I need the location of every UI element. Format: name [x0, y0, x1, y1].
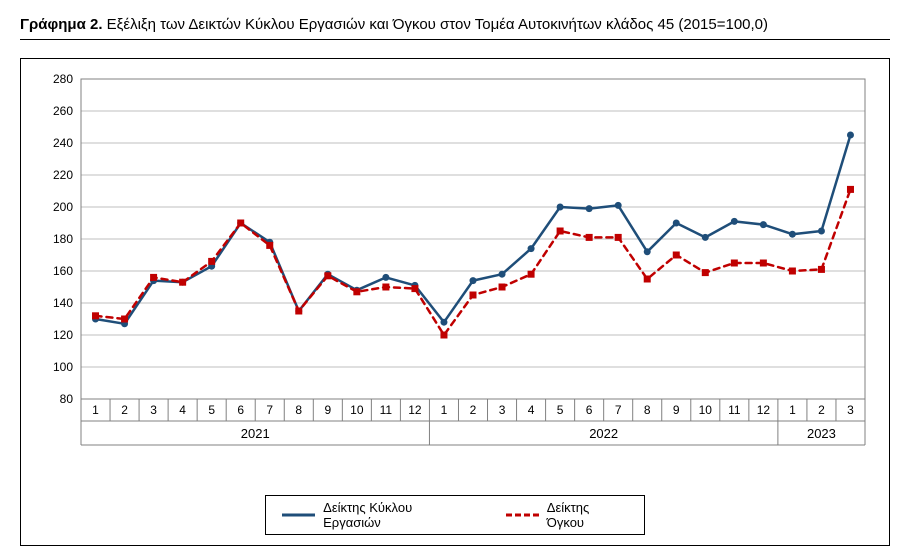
svg-text:2023: 2023 [807, 426, 836, 441]
svg-text:10: 10 [699, 403, 713, 417]
svg-text:100: 100 [53, 360, 73, 374]
chart-title-bold: Γράφημα 2. [20, 16, 103, 33]
line-chart: 8010012014016018020022024026028012345678… [33, 69, 877, 489]
chart-title: Γράφημα 2. Εξέλιξη των Δεικτών Κύκλου Ερ… [20, 16, 890, 40]
svg-text:120: 120 [53, 328, 73, 342]
svg-text:4: 4 [528, 403, 535, 417]
svg-text:11: 11 [380, 403, 393, 417]
svg-text:2021: 2021 [241, 426, 270, 441]
legend-item-volume: Δείκτης Όγκου [506, 500, 628, 530]
svg-text:2: 2 [470, 403, 477, 417]
svg-text:240: 240 [53, 136, 73, 150]
svg-text:1: 1 [789, 403, 796, 417]
svg-text:3: 3 [150, 403, 157, 417]
svg-text:160: 160 [53, 264, 73, 278]
svg-text:180: 180 [53, 232, 73, 246]
svg-text:280: 280 [53, 72, 73, 86]
legend-label: Δείκτης Κύκλου Εργασιών [323, 500, 470, 530]
svg-text:9: 9 [673, 403, 680, 417]
svg-text:2: 2 [121, 403, 128, 417]
svg-text:3: 3 [847, 403, 854, 417]
chart-container: 8010012014016018020022024026028012345678… [20, 58, 890, 546]
legend-label: Δείκτης Όγκου [547, 500, 628, 530]
svg-text:12: 12 [757, 403, 771, 417]
svg-text:4: 4 [179, 403, 186, 417]
svg-text:200: 200 [53, 200, 73, 214]
svg-text:140: 140 [53, 296, 73, 310]
svg-text:2: 2 [818, 403, 825, 417]
svg-text:1: 1 [441, 403, 448, 417]
svg-text:1: 1 [92, 403, 99, 417]
svg-text:3: 3 [499, 403, 506, 417]
svg-text:2022: 2022 [589, 426, 618, 441]
svg-text:5: 5 [208, 403, 215, 417]
chart-title-rest: Εξέλιξη των Δεικτών Κύκλου Εργασιών και … [103, 16, 769, 33]
chart-legend: Δείκτης Κύκλου Εργασιών Δείκτης Όγκου [265, 495, 645, 535]
svg-text:12: 12 [408, 403, 422, 417]
svg-text:10: 10 [350, 403, 364, 417]
svg-text:7: 7 [266, 403, 273, 417]
legend-item-turnover: Δείκτης Κύκλου Εργασιών [282, 500, 470, 530]
svg-text:8: 8 [295, 403, 302, 417]
svg-text:220: 220 [53, 168, 73, 182]
svg-text:260: 260 [53, 104, 73, 118]
svg-text:6: 6 [237, 403, 244, 417]
svg-text:5: 5 [557, 403, 564, 417]
svg-text:80: 80 [60, 392, 74, 406]
svg-text:8: 8 [644, 403, 651, 417]
svg-text:6: 6 [586, 403, 593, 417]
svg-text:11: 11 [728, 403, 741, 417]
svg-text:7: 7 [615, 403, 622, 417]
svg-text:9: 9 [324, 403, 331, 417]
